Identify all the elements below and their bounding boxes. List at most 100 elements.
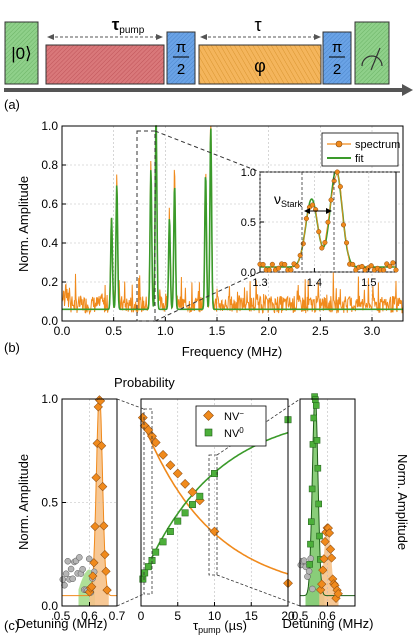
pi-half-2-top: π — [332, 39, 342, 56]
inset-spectrum-point — [275, 265, 282, 271]
inset-spectrum-point — [303, 216, 309, 222]
right-grey-point — [307, 555, 314, 562]
right-green-point — [316, 532, 323, 540]
inset-spectrum-point — [337, 184, 343, 190]
y-tick-label: 1.0 — [41, 392, 58, 406]
inset-spectrum-point — [282, 261, 288, 268]
tau-label: τ — [254, 15, 261, 35]
left-grey-point — [69, 575, 76, 583]
inset-spectrum-point — [322, 239, 328, 246]
meter-icon — [361, 55, 383, 67]
x-tick-label: 2.5 — [312, 324, 329, 338]
x-tick-label: 0.0 — [54, 324, 71, 338]
left-grey-point — [59, 576, 67, 583]
spectrum-inset: 1.3 1.4 1.5 0.0 0.5 1.0 νStark — [241, 167, 399, 289]
panel-label-b: (b) — [4, 340, 20, 355]
y-tick-label: 0.8 — [41, 158, 58, 172]
phase-evolution-box — [198, 44, 322, 85]
pi-half-2-bottom: 2 — [333, 61, 341, 78]
right-green-point — [307, 540, 314, 548]
inset-spectrum-point — [316, 229, 322, 235]
left-xlabel: Detuning (MHz) — [16, 616, 107, 631]
right-green-point — [308, 518, 315, 525]
inset-spectrum-point — [266, 267, 272, 273]
inset-spectrum-point — [340, 222, 347, 228]
right-green-point — [306, 561, 313, 568]
left-grey-point — [79, 565, 86, 573]
right-orange-point — [318, 565, 328, 575]
readout-box — [354, 21, 390, 85]
inset-spectrum-point — [390, 260, 396, 266]
right-orange-point — [324, 528, 335, 538]
right-green-point — [313, 437, 321, 444]
inset-spectrum-point — [359, 263, 365, 269]
spectrum-plot-frame — [61, 125, 404, 322]
x-tick-label: 0 — [138, 609, 145, 623]
middle-probability-chart: 0 5 10 15 20 Probability τpump (µs) NV− NV0 — [114, 375, 301, 635]
inset-spectrum-point — [381, 267, 387, 273]
zoom-region — [136, 130, 156, 322]
nv-zero-point — [144, 563, 152, 571]
left-orange-point — [101, 566, 111, 576]
nv-zero-point — [196, 492, 204, 500]
x-tick-label: 1.5 — [361, 277, 376, 289]
x-tick-label: 0.6 — [81, 609, 98, 623]
legend-fit: fit — [355, 153, 364, 165]
x-tick-label: 1.0 — [157, 324, 174, 338]
x-tick-label: 0.5 — [54, 609, 71, 623]
x-tick-label: 5 — [174, 609, 181, 623]
legend-nv-zero: NV0 — [224, 426, 244, 440]
x-tick-label: 0.7 — [109, 609, 126, 623]
left-orange-point — [97, 441, 107, 451]
nv-zero-point — [152, 548, 160, 556]
nv-zero-point — [166, 528, 174, 535]
inset-spectrum-point — [319, 245, 325, 251]
right-green-point — [308, 485, 316, 493]
inset-spectrum-point — [328, 197, 334, 203]
y-tick-label: 0.0 — [41, 314, 58, 328]
y-tick-label: 1.0 — [241, 167, 256, 179]
legend-spectrum: spectrum — [355, 139, 400, 151]
left-detuning-chart: 0.5 0.6 0.70.00.51.0 Detuning (MHz) Norm. … — [16, 392, 126, 631]
right-orange-point — [333, 589, 343, 599]
y-tick-label: 0.0 — [41, 599, 58, 613]
nv-zero-point — [141, 569, 149, 577]
probability-panels: 0.5 0.6 0.70.00.51.0 Detuning (MHz) Norm. … — [4, 375, 410, 635]
y-tick-label: 0.4 — [41, 236, 58, 250]
nv-minus-point — [165, 460, 176, 471]
x-tick-label: 1.3 — [252, 277, 267, 289]
right-xlabel: Detuning (MHz) — [282, 616, 373, 631]
right-orange-point — [319, 554, 329, 564]
left-ylabel: Norm. Amplitude — [16, 454, 31, 550]
x-tick-label: 1.4 — [307, 277, 322, 289]
right-orange-point — [325, 544, 336, 554]
x-tick-label: 10 — [208, 609, 222, 623]
right-orange-point — [320, 537, 330, 547]
y-tick-label: 1.0 — [41, 119, 58, 133]
time-arrow-head — [402, 84, 413, 96]
spectrum-ylabel: Norm. Amplitude — [16, 176, 31, 272]
right-grey-point — [300, 557, 308, 564]
left-grey-point — [85, 555, 93, 563]
nv-minus-point — [180, 478, 190, 489]
left-orange-point — [90, 521, 100, 532]
x-tick-label: 20 — [281, 609, 295, 623]
meter-needle-icon — [370, 47, 381, 71]
inset-spectrum-point — [334, 169, 340, 175]
inset-spectrum-point — [294, 263, 300, 269]
right-green-point — [314, 464, 322, 472]
left-orange-point — [91, 472, 101, 483]
x-tick-label: 0.6 — [319, 609, 336, 623]
phase-label: φ — [254, 56, 266, 76]
panel-label-c: (c) — [4, 618, 19, 633]
nv-zero-point — [174, 517, 182, 525]
legend-nv-minus: NV− — [224, 409, 244, 423]
pi-half-pulse-2 — [322, 31, 352, 85]
init-state-box — [4, 21, 39, 85]
right-green-point — [315, 500, 322, 508]
x-tick-label: 1.5 — [209, 324, 226, 338]
left-grey-point — [76, 554, 83, 561]
pi-half-1-bottom: 2 — [177, 61, 185, 78]
spectrum-legend: spectrum fit — [321, 132, 400, 167]
right-green-point — [309, 441, 317, 448]
